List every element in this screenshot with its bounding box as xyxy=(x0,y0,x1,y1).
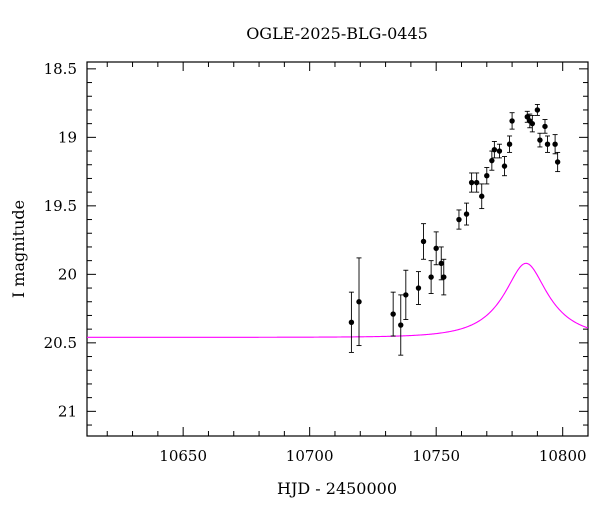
data-point xyxy=(468,172,475,193)
data-point xyxy=(542,119,548,134)
point-marker xyxy=(506,141,513,147)
data-point xyxy=(509,112,515,130)
point-marker xyxy=(537,137,543,143)
data-point xyxy=(484,167,490,185)
data-point xyxy=(441,258,447,296)
x-tick-label: 10650 xyxy=(159,447,207,465)
point-marker xyxy=(441,274,447,280)
data-point xyxy=(456,209,462,230)
tick-labels: 10650 10700 10750 10800 18.5 19 19.5 20 20.5 21 xyxy=(44,60,587,465)
axis-ticks xyxy=(87,62,589,436)
point-marker xyxy=(552,141,558,147)
point-marker xyxy=(403,292,409,298)
point-marker xyxy=(484,173,490,179)
point-marker xyxy=(524,114,530,120)
point-marker xyxy=(356,299,362,305)
data-points-layer xyxy=(348,104,561,356)
data-point xyxy=(529,114,536,133)
point-marker xyxy=(348,319,355,325)
point-marker xyxy=(509,118,515,124)
point-marker xyxy=(390,311,396,317)
data-point xyxy=(491,141,498,159)
data-point xyxy=(415,271,422,305)
point-marker xyxy=(534,107,541,113)
data-point xyxy=(438,246,444,281)
data-point xyxy=(501,156,508,177)
plot-frame xyxy=(86,61,589,437)
point-marker xyxy=(496,148,503,154)
point-marker xyxy=(491,146,498,153)
point-marker xyxy=(479,193,485,199)
model-curve-layer xyxy=(87,262,588,338)
point-marker xyxy=(542,123,548,130)
y-axis-label: I magnitude xyxy=(9,200,28,298)
data-point xyxy=(398,294,404,356)
point-marker xyxy=(398,322,404,328)
data-point xyxy=(473,172,480,193)
data-point xyxy=(433,231,439,266)
y-tick-label: 21 xyxy=(58,402,77,420)
x-tick-label: 10800 xyxy=(539,447,587,465)
point-marker xyxy=(463,211,470,217)
data-point xyxy=(420,223,427,260)
data-point xyxy=(463,202,470,226)
data-point xyxy=(403,269,409,321)
y-tick-label: 20.5 xyxy=(44,334,77,352)
chart-title: OGLE-2025-BLG-0445 xyxy=(246,24,428,43)
data-point xyxy=(428,260,434,294)
data-point xyxy=(552,134,558,155)
data-point xyxy=(356,257,362,347)
point-marker xyxy=(554,159,561,165)
point-marker xyxy=(456,216,462,223)
point-marker xyxy=(415,285,422,291)
point-marker xyxy=(428,274,434,280)
y-tick-label: 19 xyxy=(58,128,77,146)
point-marker xyxy=(468,179,475,186)
model-curve xyxy=(87,262,588,338)
point-marker xyxy=(501,163,508,169)
data-point xyxy=(554,151,561,173)
x-tick-label: 10700 xyxy=(286,447,334,465)
data-point xyxy=(390,291,396,337)
point-marker xyxy=(433,245,439,252)
point-marker xyxy=(544,141,551,147)
data-point xyxy=(534,104,541,116)
point-marker xyxy=(489,157,495,164)
point-marker xyxy=(529,120,536,127)
data-point xyxy=(496,143,503,159)
x-tick-label: 10750 xyxy=(412,447,460,465)
data-point xyxy=(537,132,543,148)
data-point xyxy=(506,135,513,153)
y-tick-label: 19.5 xyxy=(44,197,77,215)
data-point xyxy=(479,183,485,210)
y-tick-label: 20 xyxy=(58,265,77,283)
data-point xyxy=(348,291,355,353)
data-point xyxy=(544,135,551,153)
x-axis-label: HJD - 2450000 xyxy=(277,479,397,498)
y-tick-label: 18.5 xyxy=(44,60,77,78)
point-marker xyxy=(473,179,480,186)
point-marker xyxy=(420,238,427,245)
point-marker xyxy=(438,260,444,267)
data-point xyxy=(489,150,495,171)
